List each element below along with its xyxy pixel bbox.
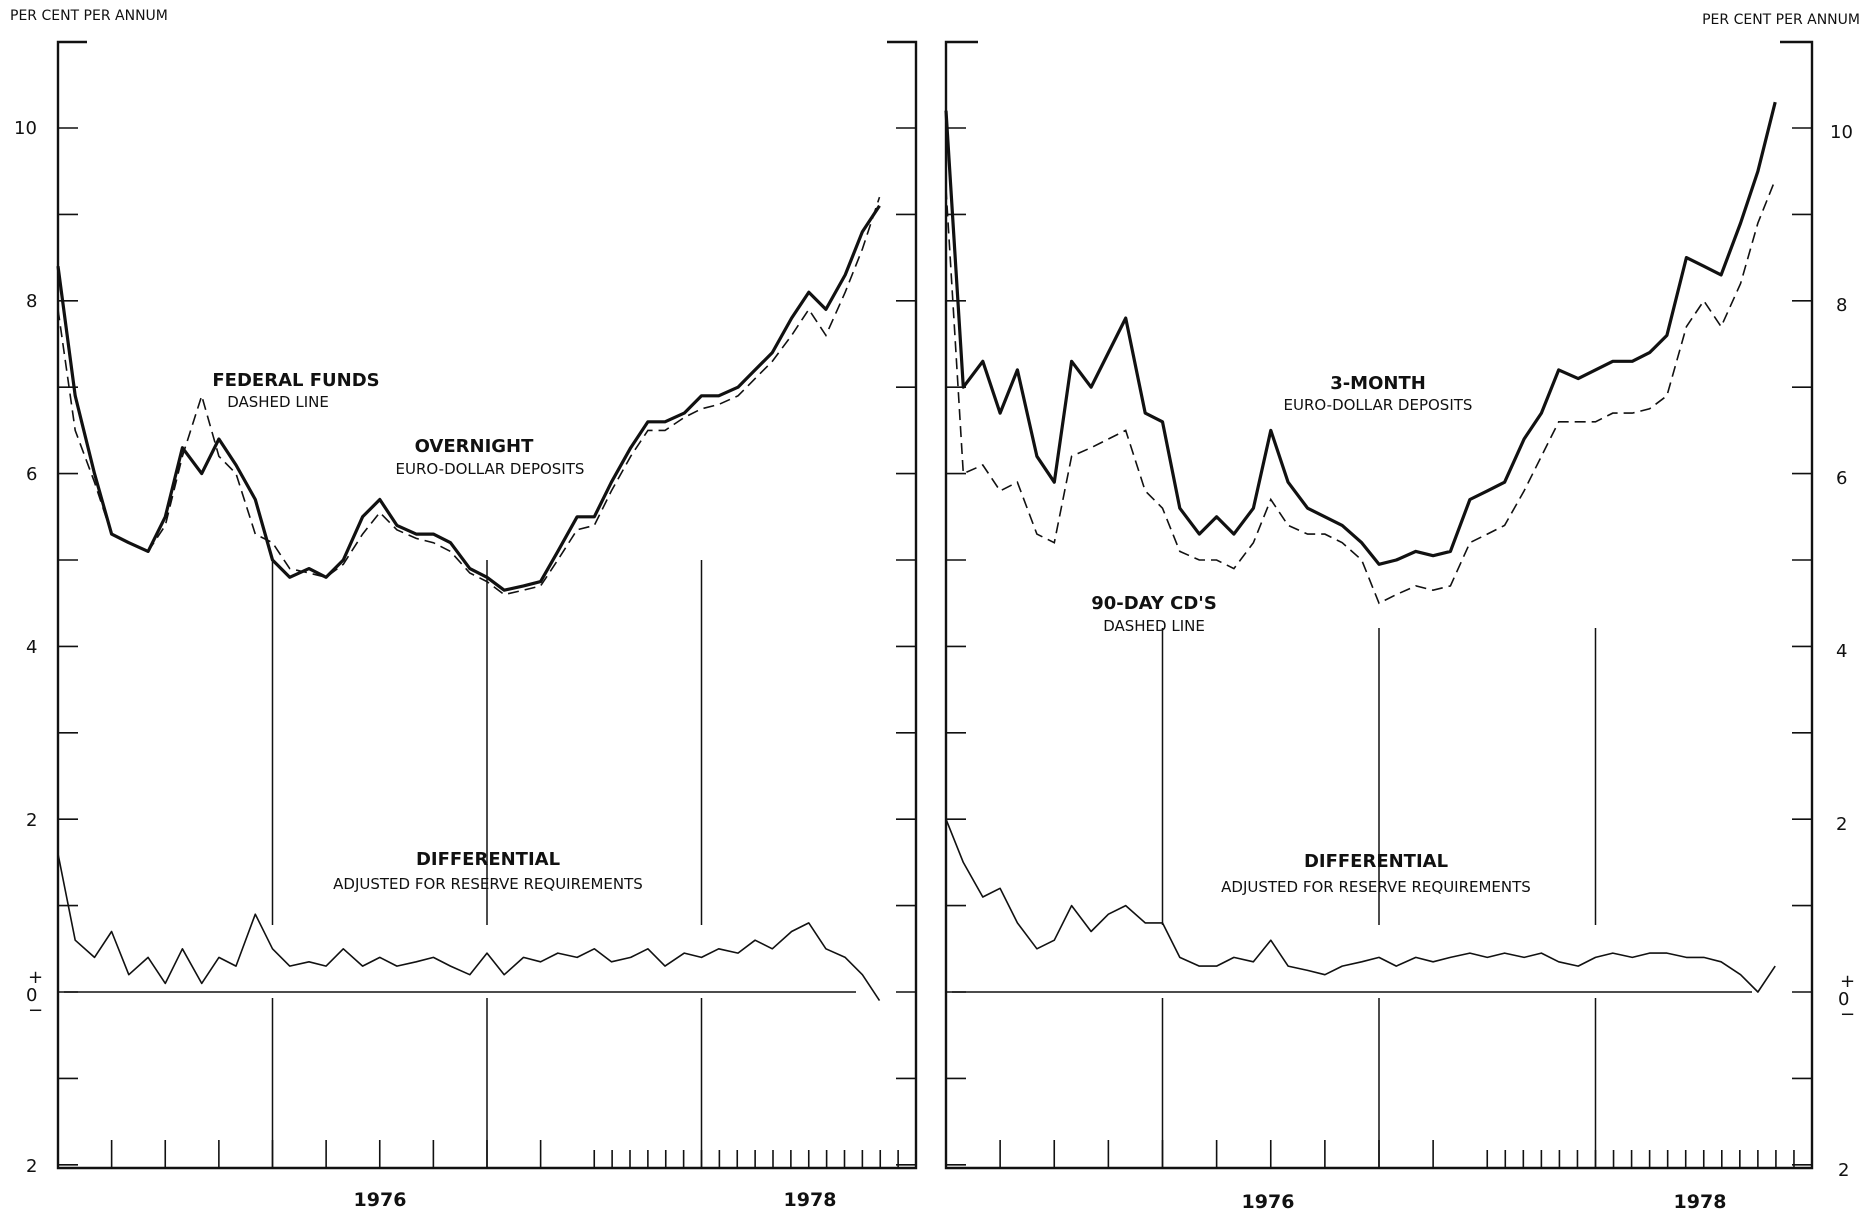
right-series — [944, 101, 1777, 993]
right-x-label-1976: 1976 — [1242, 1191, 1295, 1213]
left-y-tick-plus: + — [28, 967, 43, 988]
left-series-dashed — [57, 196, 881, 596]
left-y-tick-minus: − — [28, 1000, 43, 1021]
right-panel: 10 8 6 4 2 + 0 − 2 1976 1978 3-MONTH EUR… — [944, 40, 1855, 1213]
left-x-label-1978: 1978 — [784, 1189, 837, 1211]
right-series-differential — [945, 818, 1776, 993]
left-x-label-1976: 1976 — [354, 1189, 407, 1211]
right-y-tick-10: 10 — [1830, 122, 1853, 143]
left-y-tick-0: 0 — [26, 985, 37, 1006]
right-y-tick-neg2: 2 — [1838, 1160, 1849, 1181]
right-title-differential: DIFFERENTIAL — [1304, 851, 1448, 872]
right-y-tick-0: 0 — [1838, 989, 1849, 1010]
right-y-tick-6: 6 — [1836, 468, 1847, 489]
left-y-tick-10: 10 — [14, 118, 37, 139]
right-unit-label: PER CENT PER ANNUM — [1702, 12, 1860, 28]
left-subtitle-dashed: DASHED LINE — [227, 393, 329, 411]
left-panel: 10 8 6 4 2 + 0 − 2 1976 1978 FEDERAL FUN… — [14, 40, 918, 1211]
left-series-differential — [57, 853, 881, 1002]
left-y-tick-8: 8 — [26, 291, 37, 312]
left-series — [56, 196, 881, 1002]
right-y-tick-plus: + — [1840, 971, 1855, 992]
left-y-tick-4: 4 — [26, 637, 37, 658]
left-y-tick-neg2: 2 — [26, 1156, 37, 1177]
left-title-federal-funds: FEDERAL FUNDS — [212, 370, 379, 391]
left-title-differential: DIFFERENTIAL — [416, 849, 560, 870]
right-y-axis-labels: 10 8 6 4 2 + 0 − 2 — [1830, 122, 1855, 1181]
left-reference-lines — [64, 560, 856, 1168]
right-y-tick-4: 4 — [1836, 641, 1847, 662]
left-y-axis-labels: 10 8 6 4 2 + 0 − 2 — [14, 118, 43, 1177]
right-subtitle-dashed: DASHED LINE — [1103, 617, 1205, 635]
right-subtitle-differential: ADJUSTED FOR RESERVE REQUIREMENTS — [1221, 878, 1531, 896]
right-y-tick-minus: − — [1840, 1004, 1855, 1025]
right-reference-lines — [952, 628, 1752, 1168]
left-ticks — [58, 127, 916, 1168]
right-subtitle-3-month: EURO-DOLLAR DEPOSITS — [1284, 396, 1473, 414]
left-unit-label: PER CENT PER ANNUM — [10, 8, 168, 24]
right-ticks — [946, 127, 1812, 1168]
left-y-tick-2: 2 — [26, 810, 37, 831]
right-title-3-month: 3-MONTH — [1330, 373, 1426, 394]
right-title-90-day: 90-DAY CD'S — [1091, 593, 1217, 614]
left-subtitle-overnight: EURO-DOLLAR DEPOSITS — [396, 460, 585, 478]
left-series-solid — [56, 204, 881, 592]
left-y-tick-6: 6 — [26, 464, 37, 485]
right-series-solid — [944, 101, 1777, 566]
right-y-tick-8: 8 — [1836, 295, 1847, 316]
left-title-overnight: OVERNIGHT — [415, 436, 535, 457]
right-y-tick-2: 2 — [1836, 814, 1847, 835]
left-subtitle-differential: ADJUSTED FOR RESERVE REQUIREMENTS — [333, 875, 643, 893]
right-series-dashed — [945, 179, 1776, 605]
right-x-label-1978: 1978 — [1674, 1191, 1727, 1213]
